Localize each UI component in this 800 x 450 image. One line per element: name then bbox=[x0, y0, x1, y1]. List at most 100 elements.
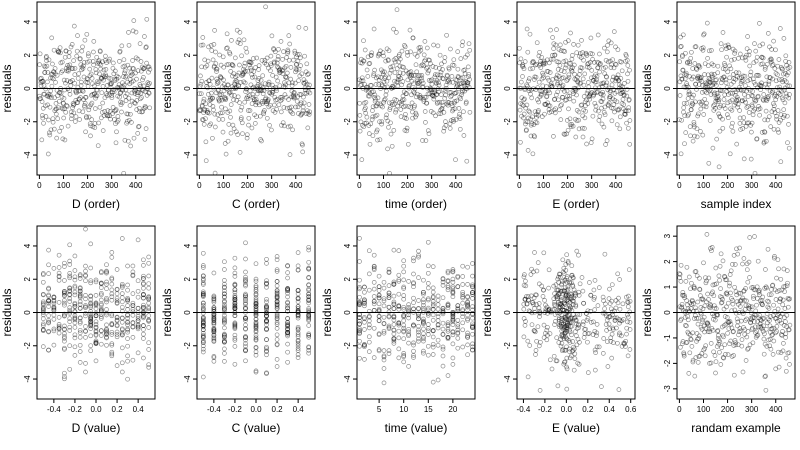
data-point bbox=[74, 100, 80, 105]
data-point bbox=[270, 89, 276, 95]
data-point bbox=[236, 82, 241, 88]
data-point bbox=[706, 76, 712, 82]
data-point bbox=[379, 119, 385, 125]
data-point bbox=[211, 333, 217, 338]
data-point bbox=[213, 61, 219, 66]
data-point bbox=[747, 63, 753, 69]
data-point bbox=[77, 288, 83, 294]
data-point bbox=[411, 280, 416, 286]
data-point bbox=[751, 286, 757, 292]
data-point bbox=[130, 324, 136, 330]
data-point bbox=[141, 295, 146, 301]
x-tick-label: 0 bbox=[197, 181, 202, 190]
data-point bbox=[783, 319, 788, 325]
data-point bbox=[619, 90, 624, 96]
data-point bbox=[55, 93, 60, 98]
x-tick-label: 0.2 bbox=[112, 405, 124, 414]
data-point bbox=[733, 310, 739, 316]
y-axis-label: residuals bbox=[480, 64, 494, 112]
data-point bbox=[767, 343, 773, 349]
data-point bbox=[306, 266, 312, 272]
data-point bbox=[734, 94, 740, 100]
data-point bbox=[757, 287, 762, 293]
data-point bbox=[751, 60, 757, 66]
data-point bbox=[287, 108, 293, 114]
data-point bbox=[279, 96, 285, 102]
data-point bbox=[285, 287, 290, 292]
data-point bbox=[37, 96, 43, 102]
data-point bbox=[200, 291, 206, 296]
data-point bbox=[377, 51, 382, 57]
data-point bbox=[416, 45, 422, 51]
data-point bbox=[440, 276, 446, 281]
data-point bbox=[264, 62, 269, 67]
data-point bbox=[83, 328, 88, 334]
data-point bbox=[721, 97, 727, 102]
data-point bbox=[264, 346, 269, 352]
data-point bbox=[391, 317, 397, 323]
data-point bbox=[684, 323, 689, 329]
data-point bbox=[455, 303, 461, 308]
data-point bbox=[713, 359, 719, 365]
data-point bbox=[109, 322, 115, 328]
data-point bbox=[119, 345, 125, 351]
data-point bbox=[711, 316, 716, 322]
data-point bbox=[83, 272, 88, 278]
data-point bbox=[357, 302, 362, 308]
data-point bbox=[96, 58, 102, 63]
data-point bbox=[238, 80, 243, 85]
data-point bbox=[272, 49, 278, 55]
data-point bbox=[681, 351, 687, 357]
data-point bbox=[596, 285, 602, 290]
data-point bbox=[732, 262, 738, 267]
data-point bbox=[366, 313, 372, 319]
y-axis-label: residuals bbox=[640, 64, 654, 112]
data-point bbox=[253, 352, 259, 358]
data-point bbox=[776, 57, 782, 62]
data-point bbox=[436, 89, 441, 95]
data-point bbox=[406, 84, 412, 89]
data-point bbox=[411, 73, 417, 78]
data-point bbox=[220, 54, 226, 60]
data-point bbox=[56, 105, 61, 111]
data-point bbox=[274, 305, 280, 311]
data-point bbox=[450, 317, 456, 323]
data-point bbox=[68, 79, 73, 85]
data-point bbox=[419, 75, 424, 81]
data-point bbox=[263, 97, 268, 102]
data-point bbox=[681, 84, 687, 90]
data-point bbox=[141, 281, 146, 287]
data-point bbox=[695, 76, 701, 82]
data-point bbox=[246, 59, 252, 65]
data-point bbox=[72, 66, 78, 71]
data-point bbox=[682, 72, 688, 77]
data-point bbox=[204, 80, 209, 85]
data-point bbox=[423, 120, 428, 125]
data-point bbox=[609, 82, 615, 88]
data-point bbox=[540, 83, 546, 89]
data-point bbox=[465, 299, 470, 305]
data-point bbox=[253, 312, 259, 318]
data-point bbox=[768, 329, 773, 335]
data-point bbox=[46, 320, 51, 326]
data-point bbox=[425, 91, 431, 97]
data-point bbox=[305, 89, 311, 94]
data-point bbox=[569, 296, 574, 302]
data-point bbox=[459, 89, 465, 95]
data-point bbox=[612, 315, 618, 321]
data-point bbox=[775, 63, 781, 69]
data-point bbox=[241, 37, 247, 43]
data-point bbox=[303, 69, 309, 75]
data-point bbox=[243, 279, 248, 285]
data-point bbox=[237, 30, 243, 35]
data-point bbox=[401, 328, 407, 334]
data-point bbox=[678, 279, 684, 284]
data-point bbox=[449, 93, 454, 98]
data-point bbox=[413, 62, 419, 68]
data-point bbox=[712, 282, 718, 287]
data-point bbox=[125, 353, 130, 359]
data-point bbox=[104, 286, 109, 292]
data-point bbox=[425, 70, 431, 76]
data-point bbox=[239, 73, 245, 78]
data-point bbox=[401, 325, 407, 331]
